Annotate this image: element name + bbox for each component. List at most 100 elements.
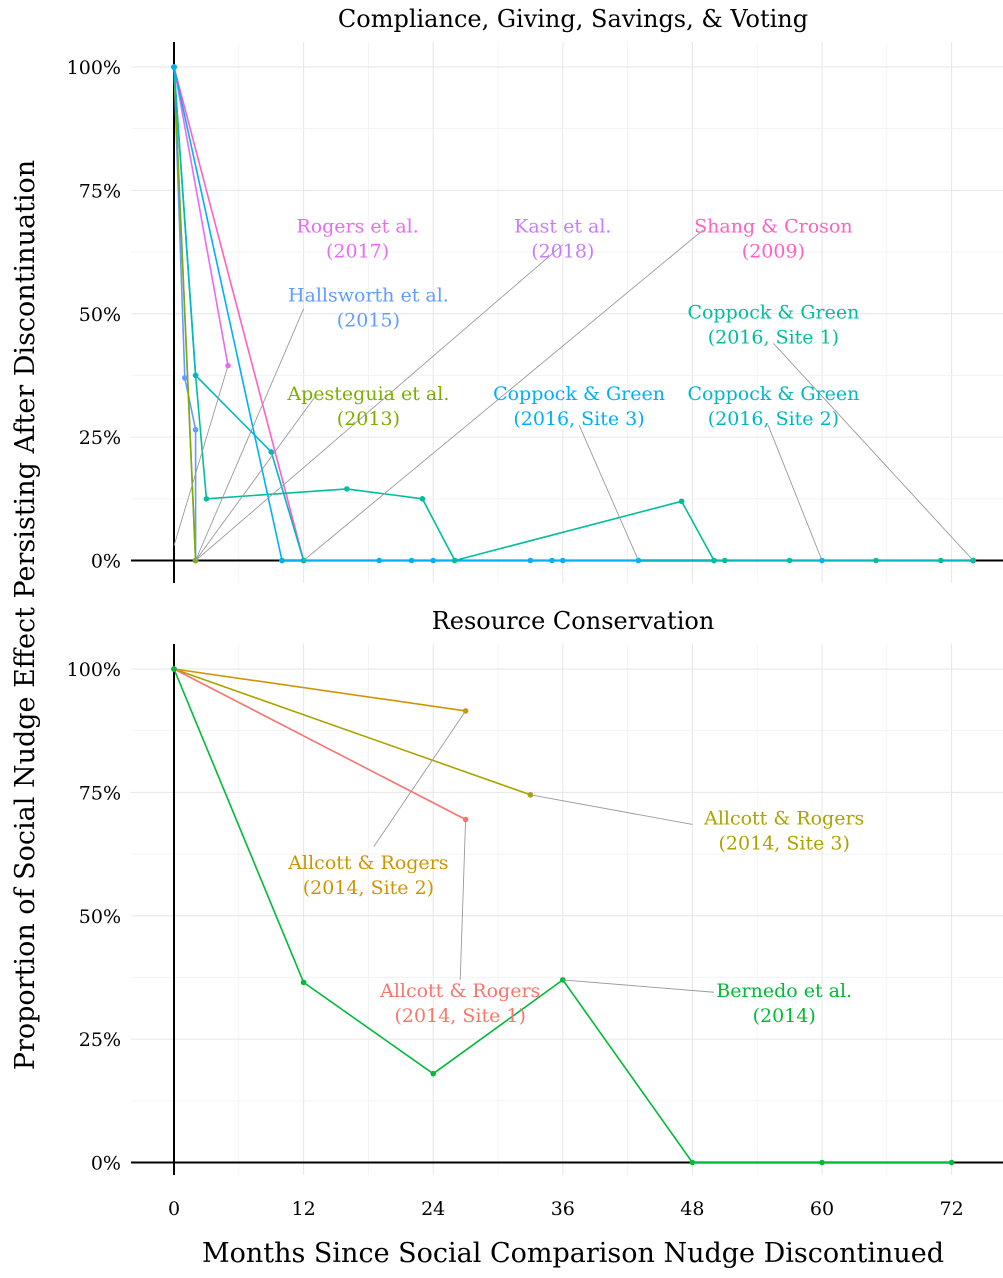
data-point (560, 557, 566, 564)
y-tick-label: 25% (79, 427, 121, 449)
data-point (786, 557, 793, 564)
series-label-line: Kast et al. (514, 215, 611, 237)
series-label-line: (2009) (742, 240, 805, 262)
series-label-line: (2016, Site 1) (708, 327, 839, 349)
series-line (173, 66, 197, 561)
series-line (173, 668, 466, 712)
data-point (462, 708, 469, 714)
data-point (711, 557, 717, 564)
series-label: Rogers et al. (2017) (296, 215, 418, 262)
series-label-line: Bernedo et al. (716, 980, 852, 1002)
y-tick-label: 100% (67, 659, 121, 681)
data-point (549, 557, 555, 564)
series-label-line: (2014) (753, 1005, 816, 1027)
series-label-line: (2018) (531, 240, 594, 262)
annotation-leader-line (373, 710, 466, 847)
series-label-line: Coppock & Green (687, 302, 859, 324)
annotation-leader-line (578, 424, 639, 561)
series-label-line: (2014, Site 3) (719, 832, 850, 854)
data-point (430, 1070, 437, 1077)
series-label-line: (2013) (337, 408, 400, 430)
data-point (300, 979, 307, 986)
data-point (689, 1159, 696, 1166)
data-point (419, 496, 426, 502)
series-label: Coppock & Green (2016, Site 3) (493, 383, 665, 430)
series-label: Allcott & Rogers (2014, Site 2) (287, 852, 448, 899)
x-axis-title: Months Since Social Comparison Nudge Dis… (202, 1238, 944, 1269)
y-tick-label: 100% (67, 57, 121, 79)
data-point (344, 486, 350, 492)
x-tick-label: 12 (292, 1198, 316, 1220)
series-line (173, 66, 305, 561)
data-point (678, 498, 685, 505)
panel-title: Compliance, Giving, Savings, & Voting (338, 5, 808, 33)
panel-resource-conservation: Resource Conservation 0% 25% 50% 75% 100% Allc… (67, 607, 1003, 1175)
x-tick-label: 36 (551, 1198, 575, 1220)
data-point (938, 557, 944, 564)
annotation-leader-line (530, 794, 693, 825)
series-label: Allcott & Rogers (2014, Site 3) (703, 807, 864, 854)
x-tick-label: 0 (168, 1198, 180, 1220)
annotation-leader-line (195, 397, 315, 561)
series-label-line: Rogers et al. (296, 215, 418, 237)
data-point (948, 1159, 955, 1166)
data-point (203, 496, 210, 502)
x-tick-label: 24 (421, 1198, 445, 1220)
annotation-leader-line (173, 365, 229, 546)
data-point (192, 426, 199, 433)
x-tick-label: 60 (810, 1198, 834, 1220)
series-label-line: Coppock & Green (687, 383, 859, 405)
data-point (722, 557, 728, 564)
data-point (452, 557, 458, 564)
series-label-line: Allcott & Rogers (703, 807, 864, 829)
data-point (279, 557, 285, 564)
annotation-leader-line (767, 424, 823, 561)
series-label: Bernedo et al. (2014) (716, 980, 852, 1027)
series-label-line: (2015) (337, 309, 400, 331)
y-tick-label: 75% (79, 782, 121, 804)
y-tick-label: 25% (79, 1029, 121, 1051)
annotation-leader-line (773, 343, 974, 561)
annotation-leader-line (195, 308, 305, 561)
series-label: Apesteguia et al. (2013) (286, 383, 449, 430)
series-label: Shang & Croson (2009) (694, 215, 852, 262)
series-label-line: Shang & Croson (694, 215, 852, 237)
data-point (171, 64, 177, 70)
series-label: Allcott & Rogers (2014, Site 1) (379, 980, 540, 1027)
data-point (462, 816, 469, 823)
annotation-leader-line (562, 979, 715, 993)
panel-title: Resource Conservation (432, 607, 715, 635)
data-point (527, 557, 534, 564)
series-line (173, 66, 197, 561)
series-label-line: Hallsworth et al. (288, 284, 449, 306)
gridlines (131, 644, 1003, 1175)
series-label-line: (2014, Site 2) (303, 877, 434, 899)
series-label: Hallsworth et al. (2015) (288, 284, 449, 331)
series-label-line: (2016, Site 2) (708, 408, 839, 430)
x-tick-label: 72 (940, 1198, 964, 1220)
series-line (173, 668, 531, 796)
series-label-line: (2016, Site 3) (513, 408, 644, 430)
series-line (173, 66, 229, 366)
data-point (268, 449, 275, 455)
series-label: Coppock & Green (2016, Site 1) (687, 302, 859, 349)
series-label: Kast et al. (2018) (514, 215, 611, 262)
y-tick-label: 75% (79, 180, 121, 202)
x-tick-label: 48 (680, 1198, 704, 1220)
series-label-line: Apesteguia et al. (286, 383, 449, 405)
data-point (819, 1159, 825, 1166)
series-label-line: Allcott & Rogers (287, 852, 448, 874)
y-axis-title: Proportion of Social Nudge Effect Persis… (10, 160, 41, 1070)
y-tick-label: 0% (91, 1153, 121, 1175)
series-label-line: Allcott & Rogers (379, 980, 540, 1002)
data-point (376, 557, 383, 564)
annotation-leader-line (195, 244, 564, 561)
gridlines (131, 42, 1003, 583)
series-label-line: (2017) (326, 240, 389, 262)
y-tick-label: 50% (79, 304, 121, 326)
data-point (171, 666, 177, 672)
data-point (192, 372, 199, 379)
series-label-line: (2014, Site 1) (395, 1005, 526, 1027)
panel-compliance: Compliance, Giving, Savings, & Voting 0% 2… (67, 5, 1003, 583)
annotation-leader-line (303, 229, 704, 561)
